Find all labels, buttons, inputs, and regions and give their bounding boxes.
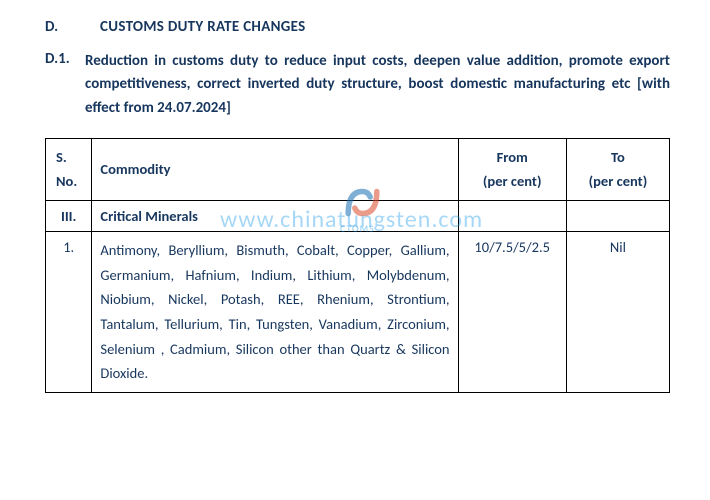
section-title: CUSTOMS DUTY RATE CHANGES	[100, 18, 305, 36]
duty-rate-table: S. No. Commodity From (per cent) To (per…	[45, 138, 670, 393]
section-header: D. CUSTOMS DUTY RATE CHANGES	[45, 18, 670, 36]
subsection-number: D.1.	[45, 50, 85, 120]
table-section-row: III. Critical Minerals	[46, 201, 670, 232]
table-header-row: S. No. Commodity From (per cent) To (per…	[46, 138, 670, 200]
table-row: 1. Antimony, Beryllium, Bismuth, Cobalt,…	[46, 232, 670, 393]
to-value: Nil	[566, 232, 669, 393]
from-value: 10/7.5/5/2.5	[458, 232, 566, 393]
from-unit: (per cent)	[483, 172, 542, 190]
to-unit: (per cent)	[589, 172, 648, 190]
to-label: To	[611, 148, 625, 166]
header-to: To (per cent)	[566, 138, 669, 200]
row-num: 1.	[46, 232, 92, 393]
section-row-label: Critical Minerals	[92, 201, 458, 232]
section-letter: D.	[45, 18, 100, 36]
from-label: From	[497, 148, 528, 166]
section-row-to	[566, 201, 669, 232]
header-from: From (per cent)	[458, 138, 566, 200]
header-commodity: Commodity	[92, 138, 458, 200]
subsection-text: Reduction in customs duty to reduce inpu…	[85, 50, 670, 120]
section-row-num: III.	[46, 201, 92, 232]
header-sno: S. No.	[46, 138, 92, 200]
commodity-cell: Antimony, Beryllium, Bismuth, Cobalt, Co…	[92, 232, 458, 393]
section-row-from	[458, 201, 566, 232]
subsection: D.1. Reduction in customs duty to reduce…	[45, 50, 670, 120]
